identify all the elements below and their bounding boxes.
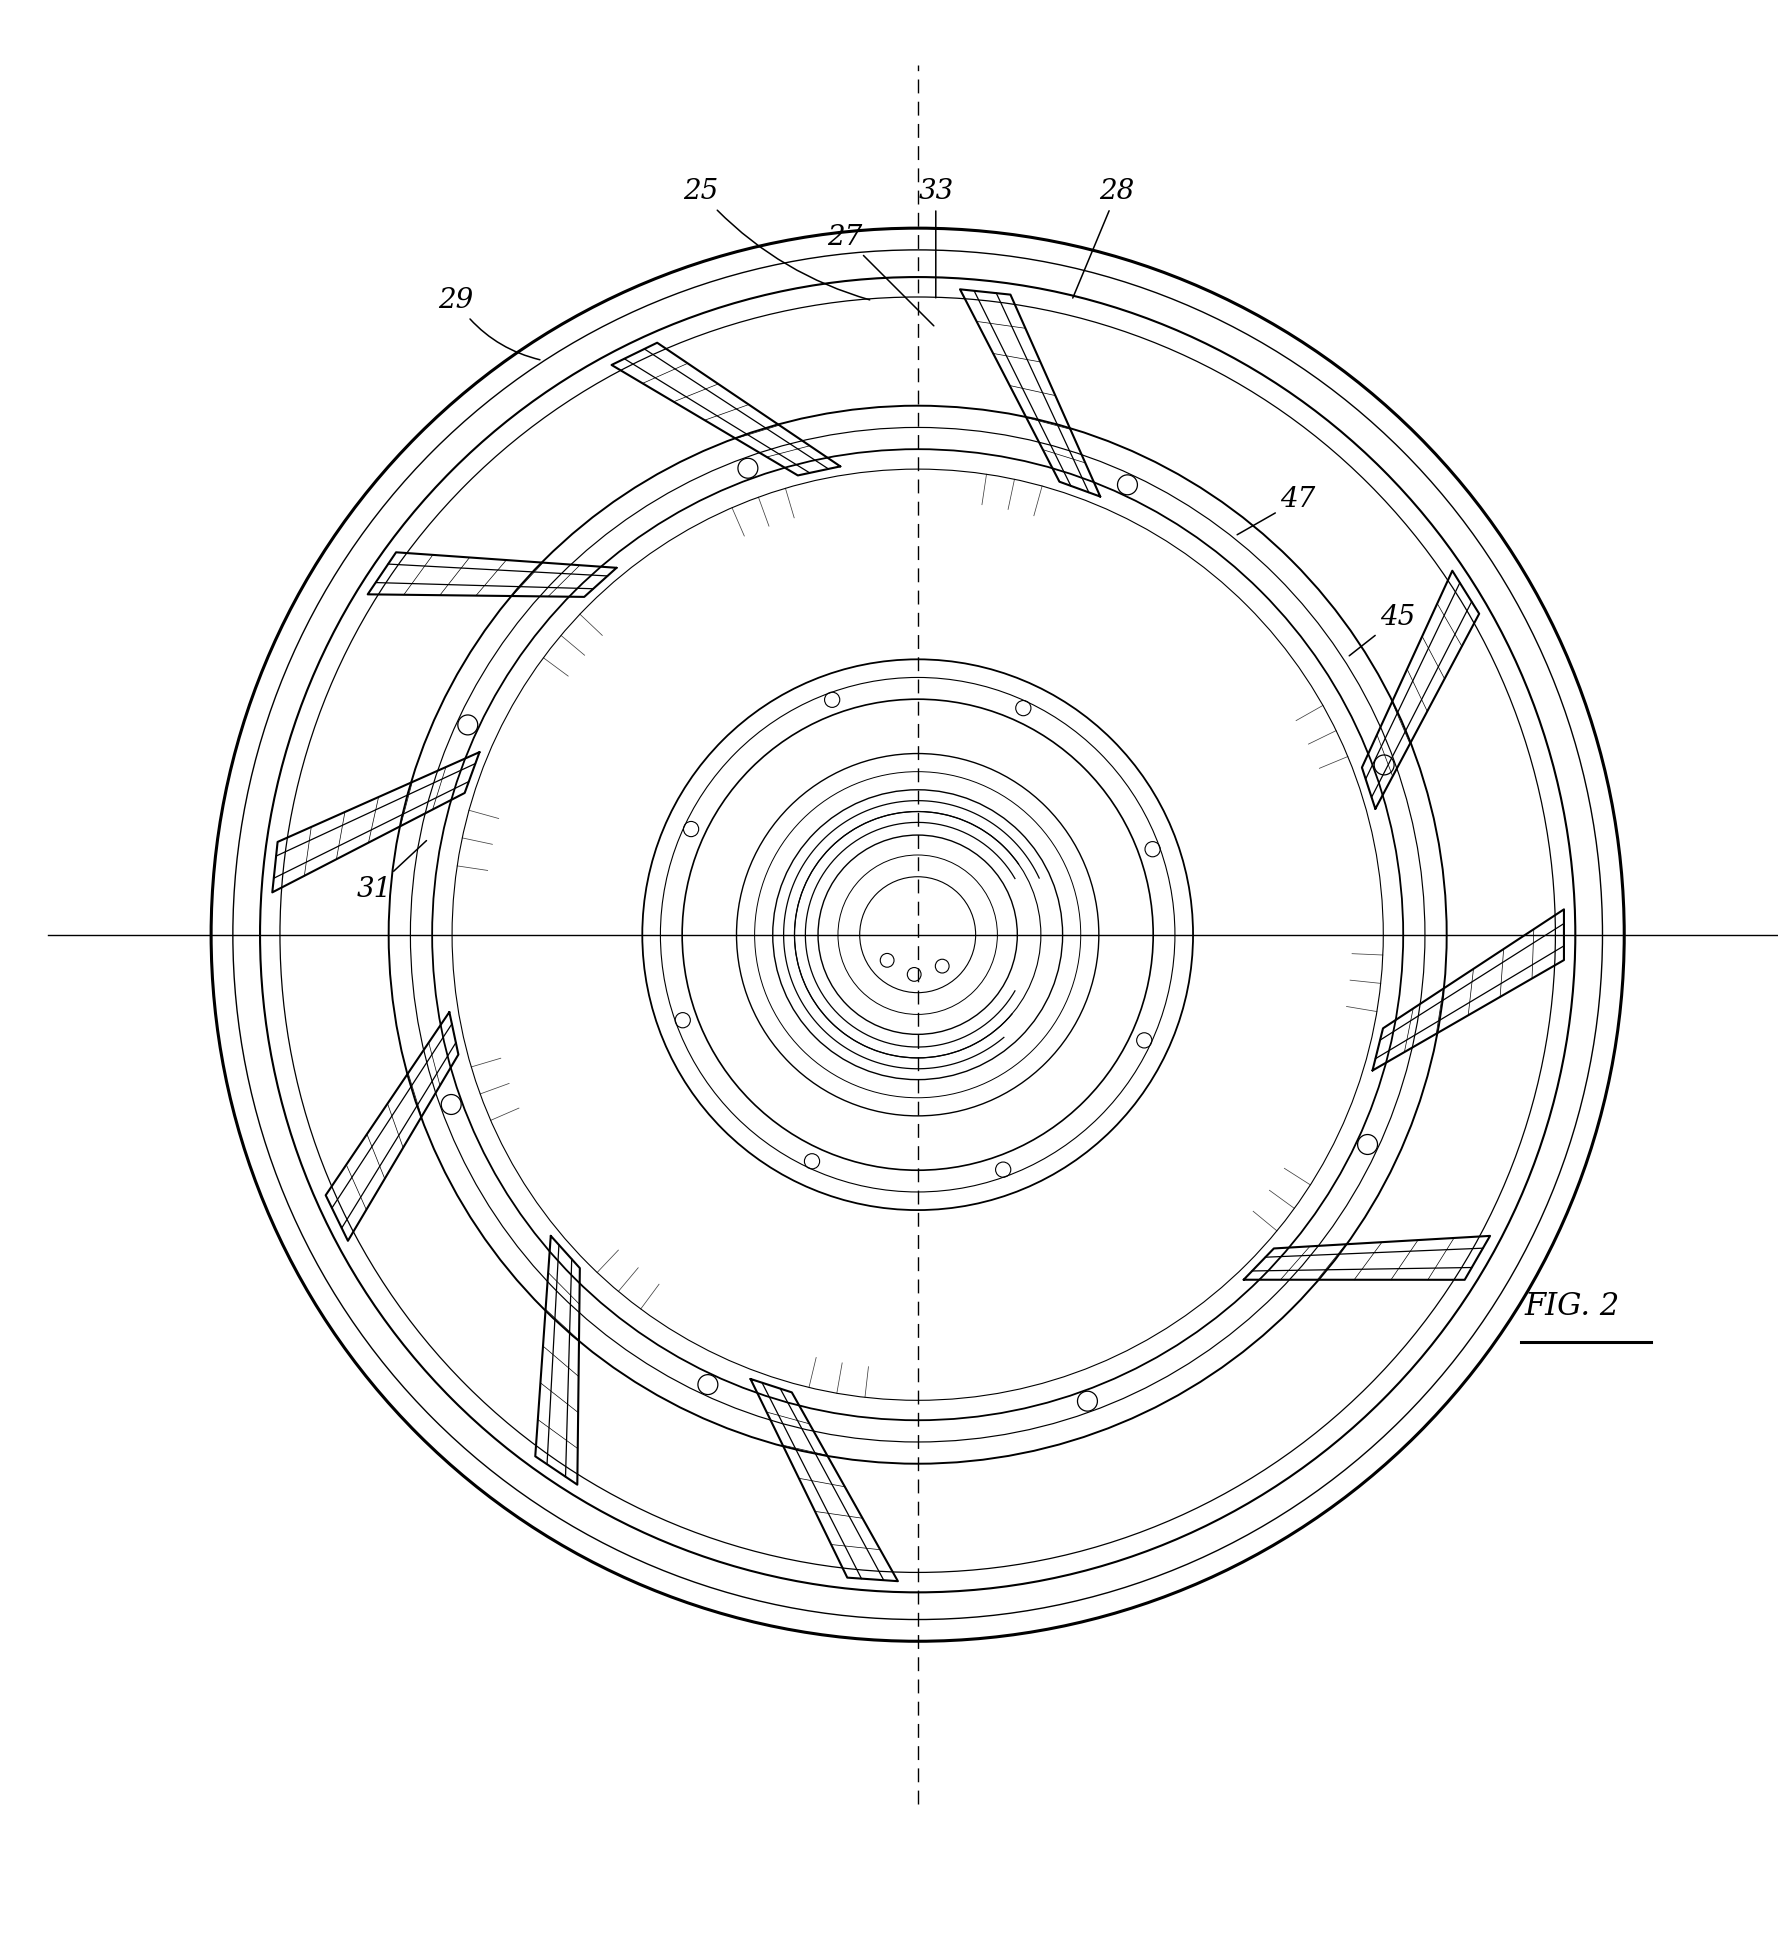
Text: 29: 29 xyxy=(438,286,539,361)
Text: FIG. 2: FIG. 2 xyxy=(1524,1290,1620,1321)
Text: 47: 47 xyxy=(1237,486,1315,535)
Text: 45: 45 xyxy=(1349,604,1415,657)
Text: 27: 27 xyxy=(828,223,933,325)
Text: 28: 28 xyxy=(1072,178,1134,298)
Text: 33: 33 xyxy=(918,178,952,298)
Text: 25: 25 xyxy=(682,178,869,300)
Text: 31: 31 xyxy=(356,841,425,904)
